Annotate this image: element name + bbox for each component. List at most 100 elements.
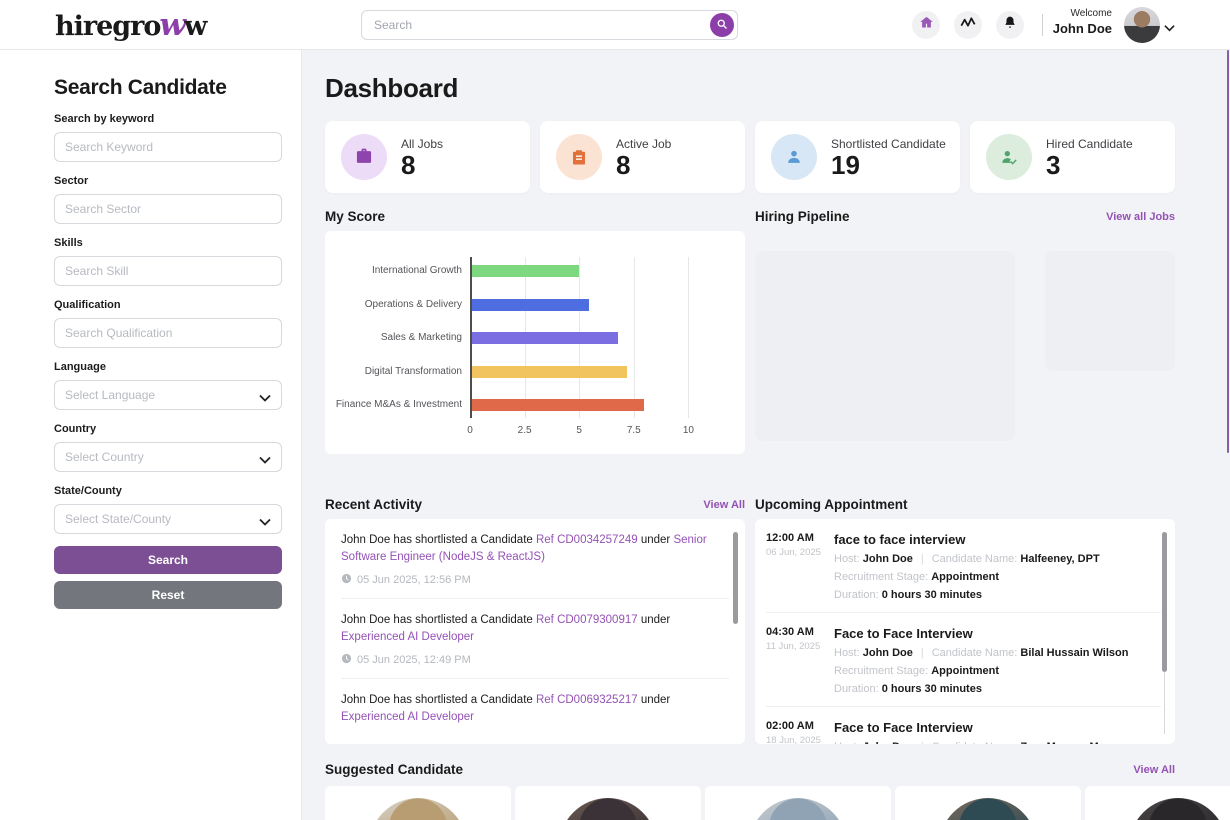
chart-bar	[471, 399, 645, 412]
page-scrollbar[interactable]	[1227, 50, 1229, 453]
appointment-scrollbar-thumb[interactable]	[1162, 532, 1167, 672]
appointment-scrollbar-track	[1164, 672, 1165, 734]
chevron-down-icon[interactable]	[1164, 19, 1175, 37]
x-tick-label: 2.5	[517, 425, 532, 436]
activity-button[interactable]	[954, 11, 982, 39]
gridline	[633, 257, 635, 418]
sidebar-field-state-county: State/County	[54, 485, 282, 534]
home-icon	[919, 15, 934, 35]
welcome-label: Welcome	[1070, 8, 1113, 19]
chart-category-label: International Growth	[371, 265, 462, 276]
suggested-candidate-card[interactable]	[325, 786, 511, 820]
candidate-photo	[939, 798, 1037, 820]
suggested-candidate-card[interactable]	[705, 786, 891, 820]
sidebar-search-candidate: Search Candidate Search by keyword Sector…	[0, 50, 302, 820]
stat-value: 19	[831, 149, 860, 180]
job-title-link[interactable]: Experienced AI Developer	[341, 711, 474, 723]
input-qualification[interactable]	[54, 318, 282, 348]
appointment-when: 02:00 AM 18 Jun, 2025	[766, 720, 823, 744]
appointment-host-candidate: Host: John Doe | Candidate Name: Halfeeney…	[834, 553, 1100, 565]
job-title-link[interactable]: Senior Software Engineer (NodeJS & React…	[341, 534, 707, 563]
view-all-jobs-link[interactable]: View all Jobs	[1106, 210, 1175, 223]
input-keyword[interactable]	[54, 132, 282, 162]
suggested-candidate-card[interactable]	[515, 786, 701, 820]
input-skills[interactable]	[54, 256, 282, 286]
appointment-date: 11 Jun, 2025	[766, 641, 821, 652]
sidebar-field-qualification: Qualification	[54, 299, 282, 348]
upcoming-appointment-title: Upcoming Appointment	[755, 497, 908, 512]
suggested-candidate-card[interactable]	[895, 786, 1081, 820]
select-language[interactable]	[54, 380, 282, 410]
hiring-pipeline-title: Hiring Pipeline	[755, 209, 850, 224]
appointment-duration: Duration: 0 hours 30 minutes	[834, 589, 982, 601]
stat-label: Active Job	[616, 136, 672, 151]
activity-text: John Doe has shortlisted a Candidate Ref…	[341, 694, 671, 723]
stat-label: Hired Candidate	[1046, 136, 1133, 151]
user-icon	[771, 134, 817, 180]
user-check-icon	[986, 134, 1032, 180]
activity-text: John Doe has shortlisted a Candidate Ref…	[341, 614, 671, 643]
input-sector[interactable]	[54, 194, 282, 224]
appointment-title: Face to Face Interview	[834, 720, 973, 735]
stat-label: All Jobs	[401, 136, 444, 151]
appointment-date: 06 Jun, 2025	[766, 547, 821, 558]
appointment-time: 12:00 AM	[766, 532, 814, 544]
field-label-sector: Sector	[54, 175, 89, 187]
logo[interactable]: hiregroww	[55, 7, 207, 43]
stat-card-1: Active Job 8	[540, 121, 745, 193]
select-state-county[interactable]	[54, 504, 282, 534]
chart-category-label: Sales & Marketing	[380, 332, 462, 344]
candidate-photo	[749, 798, 847, 820]
suggested-view-all-link[interactable]: View All	[1133, 763, 1175, 776]
page-title: Dashboard	[325, 73, 459, 103]
job-title-link[interactable]: Experienced AI Developer	[341, 631, 474, 643]
appointment-host-candidate: Host: John Doe | Candidate Name: Bilal Hus…	[834, 647, 1129, 659]
chart-bar	[471, 265, 579, 277]
activity-time-text: 05 Jun 2025, 12:49 PM	[357, 654, 471, 666]
clock-icon	[341, 573, 352, 587]
appointment-when: 12:00 AM 06 Jun, 2025	[766, 532, 823, 601]
chart-category-label: Finance M&As & Investment	[335, 399, 462, 411]
recent-activity-title: Recent Activity	[325, 497, 423, 512]
home-button[interactable]	[912, 11, 940, 39]
sidebar-field-skills: Skills	[54, 237, 282, 286]
activity-time-text: 05 Jun 2025, 12:56 PM	[357, 574, 471, 586]
avatar[interactable]	[1124, 7, 1160, 43]
stat-label: Shortlisted Candidate	[831, 136, 946, 151]
candidate-ref-link[interactable]: Ref CD0069325217	[535, 694, 638, 706]
activity-timestamp: 05 Jun 2025, 12:49 PM	[341, 653, 721, 667]
appointment-when: 04:30 AM 11 Jun, 2025	[766, 626, 823, 695]
suggested-candidate-card[interactable]	[1085, 786, 1230, 820]
briefcase-icon	[341, 134, 387, 180]
main-content: Dashboard All Jobs 8 Active Job 8 Shortliste…	[302, 50, 1230, 820]
stat-card-0: All Jobs 8	[325, 121, 530, 193]
search-submit-button[interactable]: Search	[54, 546, 282, 574]
candidate-ref-link[interactable]: Ref CD0079300917	[535, 614, 638, 626]
search-input[interactable]	[362, 11, 737, 39]
my-score-title: My Score	[325, 209, 386, 224]
reset-button[interactable]: Reset	[54, 581, 282, 609]
x-tick-label: 10	[682, 425, 694, 436]
clipboard-icon	[556, 134, 602, 180]
search-button[interactable]	[710, 13, 734, 37]
appointment-stage: Recruitment Stage: Appointment	[834, 571, 1000, 583]
gridline	[688, 257, 690, 418]
candidate-ref-link[interactable]: Ref CD0034257249	[535, 534, 638, 546]
upcoming-appointment-card: 12:00 AM 06 Jun, 2025 face to face intervi…	[755, 519, 1175, 744]
appointment-stage: Recruitment Stage: Appointment	[834, 665, 1000, 677]
activity-scrollbar-thumb[interactable]	[733, 532, 738, 624]
header-divider	[1042, 14, 1043, 36]
appointment-title: Face to Face Interview	[834, 626, 973, 641]
recent-activity-view-all-link[interactable]: View All	[703, 498, 745, 511]
select-country[interactable]	[54, 442, 282, 472]
bell-icon	[1003, 15, 1017, 35]
appointment-item: 02:00 AM 18 Jun, 2025 Face to Face Intervi…	[766, 707, 1161, 744]
logo-text: hiregro	[55, 11, 161, 42]
welcome-block: Welcome John Doe	[1053, 8, 1112, 36]
notifications-button[interactable]	[996, 11, 1024, 39]
appointment-title: face to face interview	[834, 532, 966, 547]
stat-card-3: Hired Candidate 3	[970, 121, 1175, 193]
appointment-item: 04:30 AM 11 Jun, 2025 Face to Face Intervi…	[766, 613, 1161, 707]
suggested-candidate-title: Suggested Candidate	[325, 762, 464, 777]
my-score-card: 0 2.5 5 7.5 10 International Growth Operations…	[325, 231, 745, 454]
